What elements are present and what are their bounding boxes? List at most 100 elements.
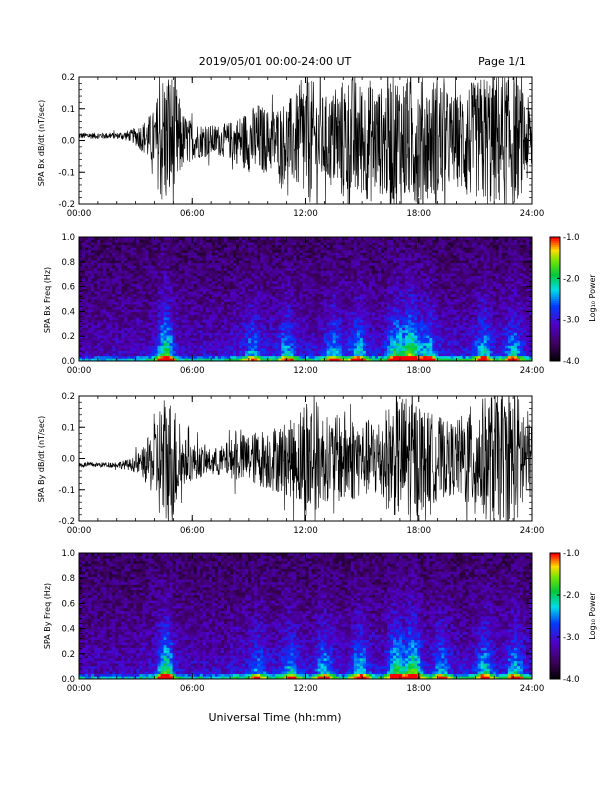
- spectrogram-cell: [368, 275, 373, 279]
- spectrogram-cell: [172, 327, 176, 331]
- spectrogram-cell: [205, 296, 210, 300]
- spectrogram-cell: [248, 330, 252, 333]
- spectrogram-cell: [205, 286, 210, 289]
- spectrogram-cell: [338, 353, 343, 357]
- spectrogram-cell: [85, 265, 89, 269]
- spectrogram-cell: [82, 265, 86, 269]
- spectrogram-cell: [136, 309, 140, 313]
- spectrogram-cell: [157, 273, 161, 277]
- spectrogram-cell: [320, 319, 324, 323]
- spectrogram-cell: [214, 249, 219, 253]
- spectrogram-cell: [248, 260, 252, 264]
- spectrogram-cell: [368, 278, 373, 282]
- spectrogram-cell: [305, 322, 309, 326]
- spectrogram-cell: [341, 340, 346, 344]
- spectrogram-cell: [178, 348, 182, 351]
- spectrogram-cell: [381, 332, 385, 336]
- spectrogram-cell: [172, 358, 176, 362]
- spectrogram-cell: [100, 247, 104, 251]
- y-tick-label: 0.0: [61, 137, 75, 147]
- spectrogram-cell: [335, 262, 340, 266]
- spectrogram-cell: [278, 293, 282, 297]
- spectrogram-cell: [350, 314, 355, 318]
- spectrogram-cell: [145, 301, 149, 305]
- spectrogram-cell: [290, 275, 294, 279]
- spectrogram-cell: [344, 327, 349, 331]
- spectrogram-cell: [332, 317, 336, 320]
- spectrogram-cell: [118, 286, 122, 289]
- spectrogram-cell: [335, 247, 340, 251]
- spectrogram-cell: [178, 335, 182, 339]
- spectrogram-cell: [190, 262, 195, 266]
- spectrogram-cell: [208, 237, 213, 240]
- spectrogram-cell: [172, 324, 176, 328]
- spectrogram-cell: [187, 244, 192, 248]
- spectrogram-cell: [305, 283, 309, 287]
- spectrogram-cell: [236, 309, 240, 313]
- spectrogram-cell: [362, 353, 367, 357]
- spectrogram-cell: [100, 332, 104, 336]
- spectrogram-cell: [163, 355, 167, 359]
- spectrogram-cell: [281, 324, 285, 328]
- spectrogram-cell: [299, 268, 303, 271]
- spectrogram-cell: [305, 299, 309, 302]
- spectrogram-cell: [266, 244, 270, 248]
- spectrogram-cell: [257, 257, 261, 261]
- spectrogram-cell: [193, 306, 198, 310]
- spectrogram-cell: [91, 283, 95, 287]
- spectrogram-cell: [214, 273, 219, 277]
- spectrogram-cell: [190, 335, 195, 339]
- spectrogram-cell: [115, 304, 119, 308]
- spectrogram-cell: [97, 249, 101, 253]
- spectrogram-cell: [127, 353, 131, 357]
- spectrogram-cell: [88, 340, 92, 344]
- spectrogram-cell: [121, 309, 125, 313]
- spectrogram-cell: [85, 314, 89, 318]
- spectrogram-cell: [317, 296, 321, 300]
- spectrogram-cell: [317, 283, 321, 287]
- spectrogram-cell: [281, 239, 285, 243]
- spectrogram-cell: [278, 275, 282, 279]
- spectrogram-cell: [118, 324, 122, 328]
- spectrogram-cell: [335, 345, 340, 349]
- spectrogram-cell: [272, 322, 276, 326]
- spectrogram-cell: [338, 319, 343, 323]
- spectrogram-cell: [202, 268, 207, 271]
- spectrogram-cell: [374, 299, 379, 302]
- spectrogram-cell: [175, 311, 179, 315]
- spectrogram-cell: [341, 249, 346, 253]
- spectrogram-cell: [163, 348, 167, 351]
- spectrogram-cell: [350, 324, 355, 328]
- spectrogram-cell: [160, 296, 164, 300]
- spectrogram-cell: [85, 335, 89, 339]
- spectrogram-cell: [371, 324, 376, 328]
- spectrogram-cell: [193, 293, 198, 297]
- spectrogram-cell: [260, 348, 264, 351]
- spectrogram-cell: [374, 249, 379, 253]
- spectrogram-cell: [169, 330, 173, 333]
- spectrogram-cell: [284, 275, 288, 279]
- spectrogram-cell: [187, 278, 192, 282]
- spectrogram-cell: [293, 327, 297, 331]
- spectrogram-cell: [326, 345, 330, 349]
- spectrogram-cell: [172, 278, 176, 282]
- spectrogram-cell: [368, 252, 373, 256]
- spectrogram-cell: [82, 299, 86, 302]
- spectrogram-cell: [230, 317, 234, 320]
- spectrogram-cell: [272, 317, 276, 320]
- spectrogram-cell: [172, 335, 176, 339]
- spectrogram-cell: [350, 268, 355, 271]
- spectrogram-cell: [296, 268, 300, 271]
- spectrogram-cell: [284, 244, 288, 248]
- spectrogram-cell: [381, 324, 385, 328]
- spectrogram-cell: [217, 283, 222, 287]
- spectrogram-cell: [145, 345, 149, 349]
- spectrogram-cell: [381, 270, 385, 274]
- spectrogram-cell: [314, 306, 318, 310]
- spectrogram-cell: [362, 275, 367, 279]
- spectrogram-cell: [124, 268, 128, 271]
- spectrogram-cell: [130, 327, 134, 331]
- spectrogram-cell: [365, 322, 370, 326]
- spectrogram-cell: [272, 348, 276, 351]
- spectrogram-cell: [199, 265, 204, 269]
